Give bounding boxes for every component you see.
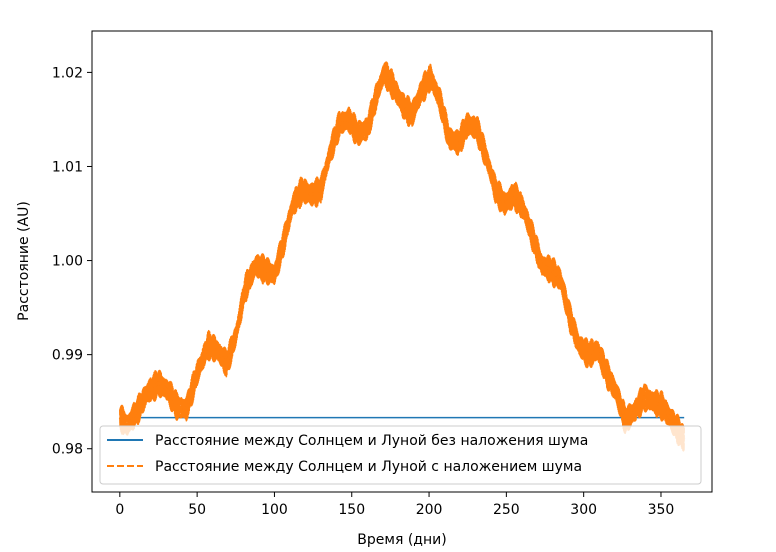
x-tick-label: 50	[188, 502, 206, 518]
y-tick-label: 1.00	[52, 254, 83, 270]
series-line-with-noise	[118, 68, 686, 441]
y-axis-label: Расстояние (AU)	[16, 201, 32, 321]
legend-entry-with-noise: Расстояние между Солнцем и Луной с налож…	[155, 459, 582, 475]
x-tick-label: 350	[648, 502, 675, 518]
x-axis-label: Время (дни)	[357, 532, 446, 548]
legend-entry-no-noise: Расстояние между Солнцем и Луной без нал…	[155, 433, 588, 449]
x-tick-label: 250	[493, 502, 520, 518]
axes-frame	[91, 30, 713, 493]
x-tick-label: 200	[416, 502, 443, 518]
y-tick-label: 0.99	[52, 348, 83, 364]
x-axis-ticks: 0 50 100 150 200 250 300 350	[115, 492, 674, 518]
x-tick-label: 100	[261, 502, 288, 518]
y-tick-label: 1.02	[52, 65, 83, 81]
y-tick-label: 0.98	[52, 442, 83, 458]
x-tick-label: 0	[115, 502, 124, 518]
y-axis-ticks: 0.98 0.99 1.00 1.01 1.02	[52, 65, 92, 458]
legend: Расстояние между Солнцем и Луной без нал…	[99, 425, 702, 485]
x-tick-label: 150	[338, 502, 365, 518]
series-band-with-noise	[119, 61, 685, 452]
y-tick-label: 1.01	[52, 159, 83, 175]
legend-box	[99, 425, 702, 485]
x-tick-label: 300	[570, 502, 597, 518]
plot-area	[118, 61, 686, 452]
plot-series-group	[118, 61, 686, 452]
